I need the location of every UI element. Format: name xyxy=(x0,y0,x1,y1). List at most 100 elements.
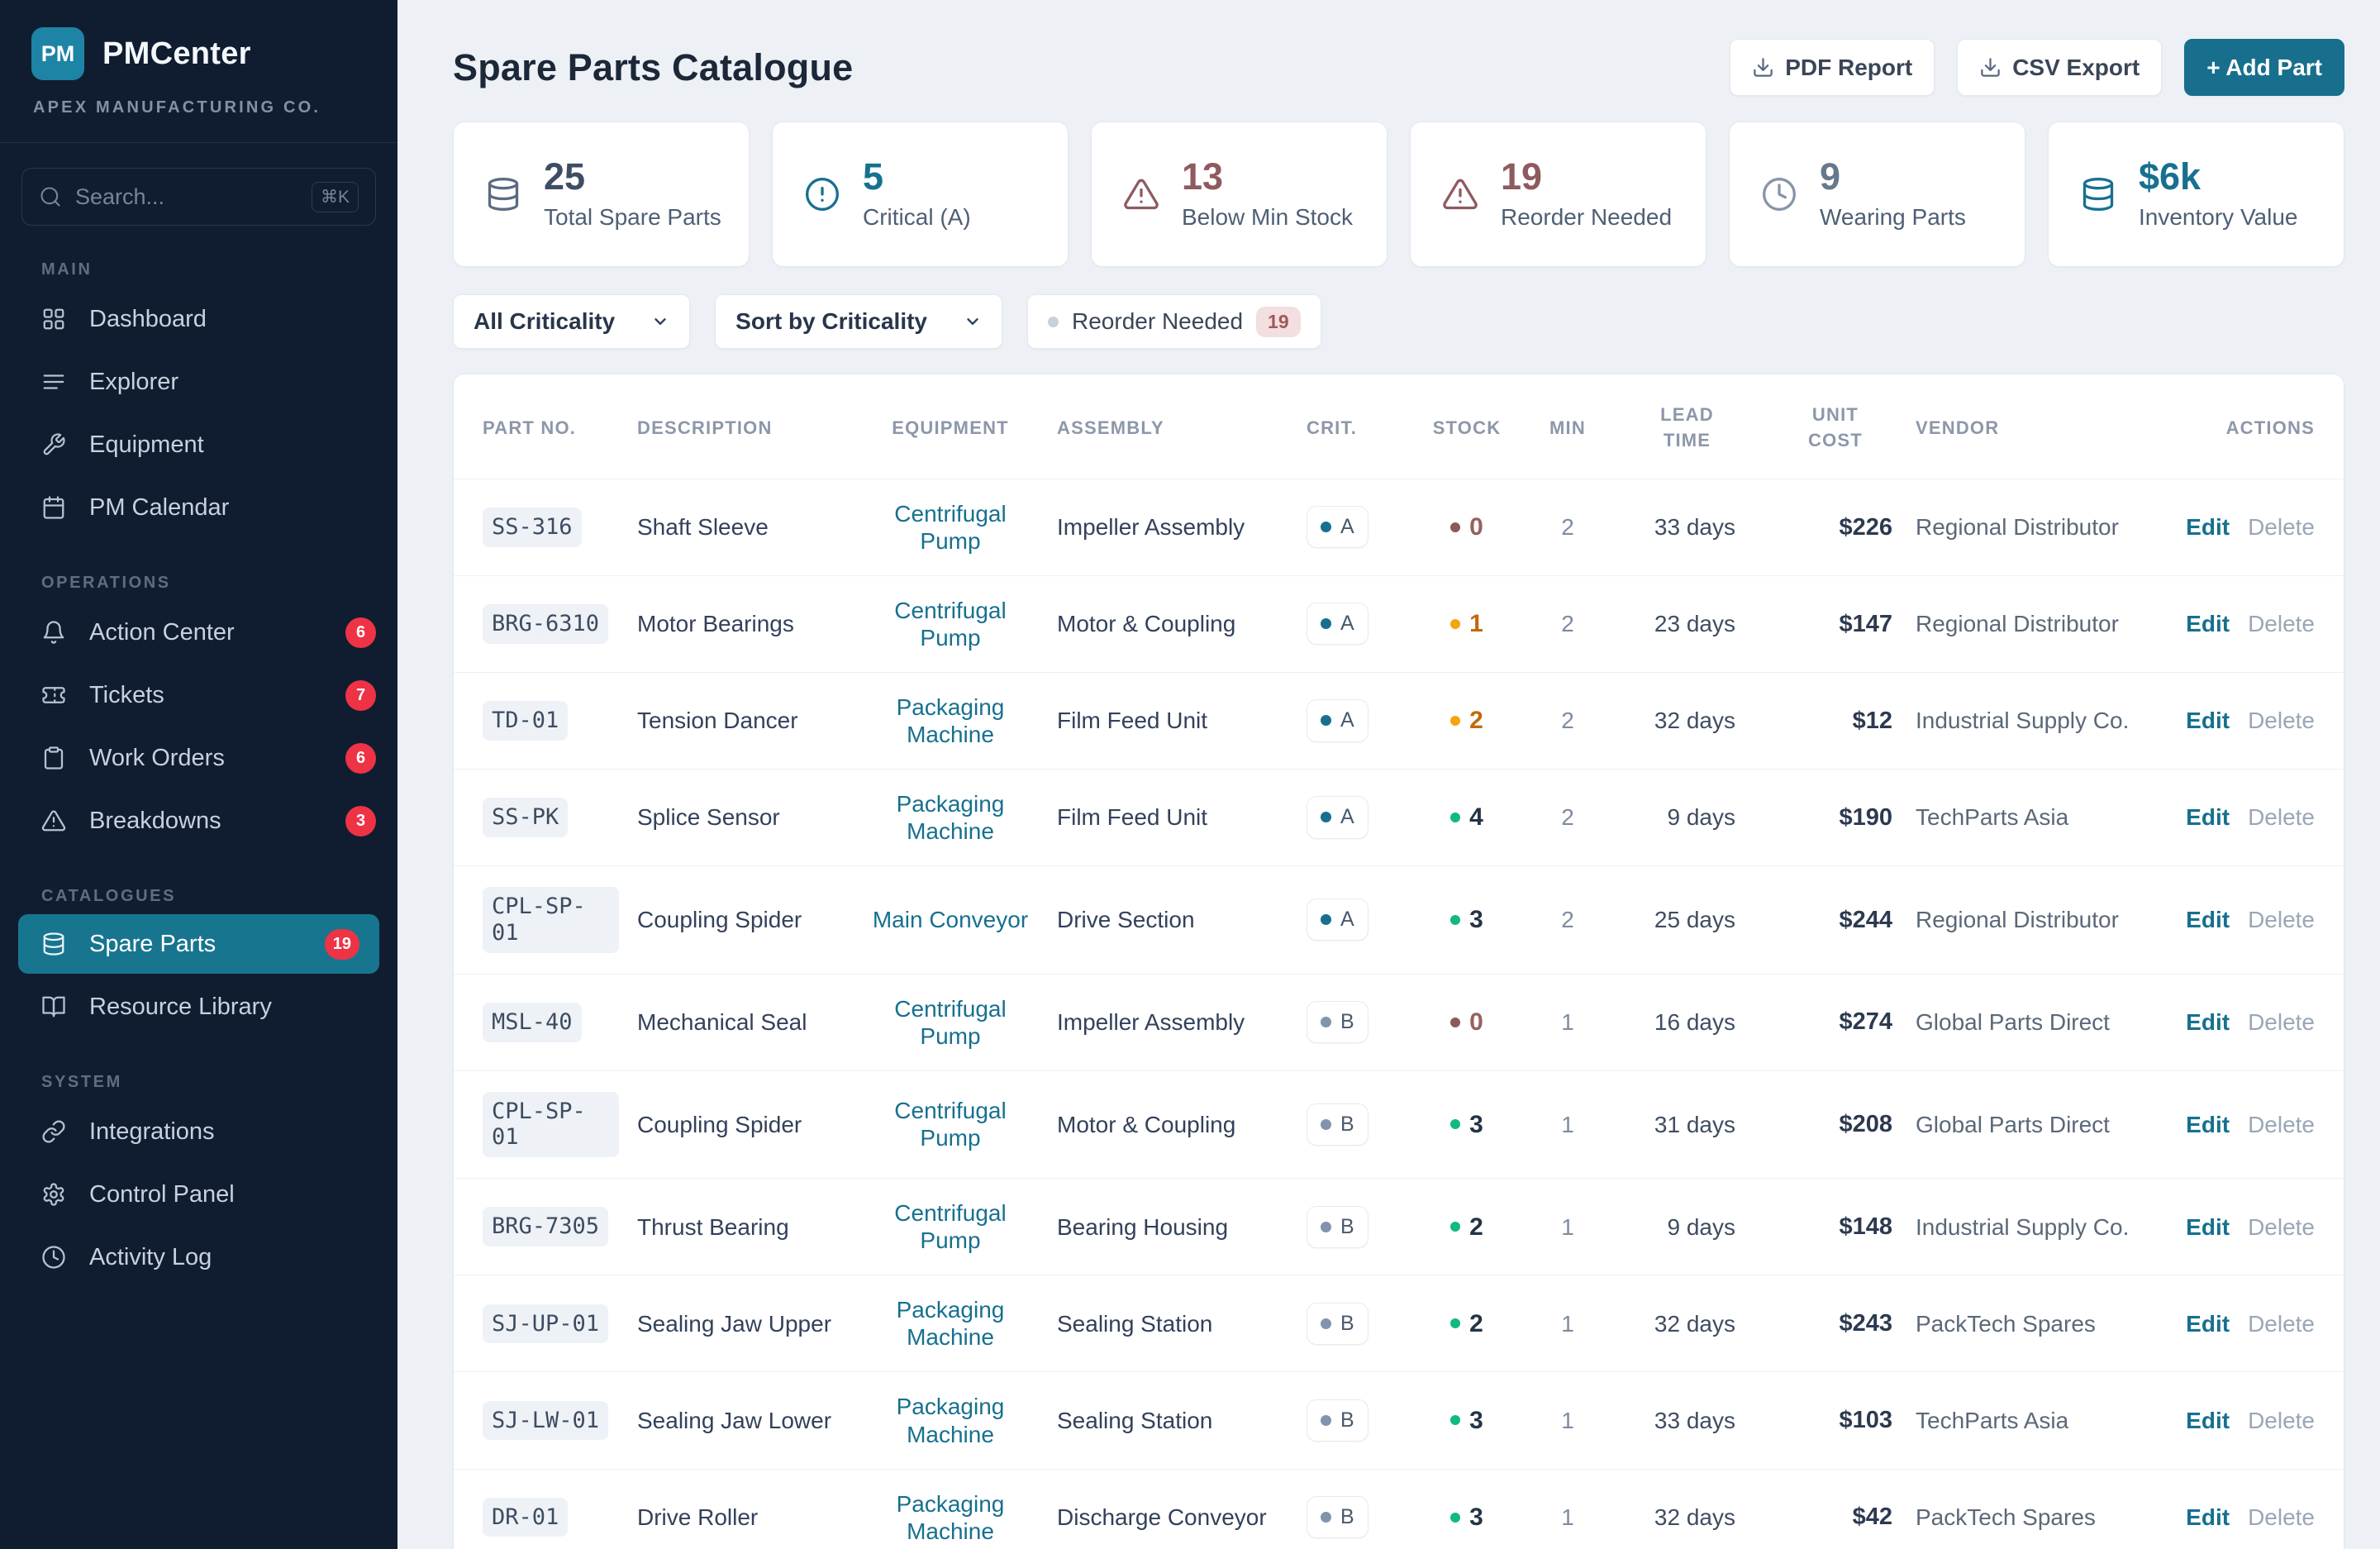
sidebar-item-label: Spare Parts xyxy=(89,930,217,957)
table-row: SJ-LW-01 Sealing Jaw Lower Packaging Machi… xyxy=(454,1371,2344,1468)
stat-label: Wearing Parts xyxy=(1820,204,1966,230)
cell-criticality: B xyxy=(1307,1302,1399,1346)
sidebar-item-activity-log[interactable]: Activity Log xyxy=(0,1226,397,1289)
stock-value: 2 xyxy=(1469,1309,1483,1337)
sidebar-item-label: Explorer xyxy=(89,368,178,395)
equipment-link[interactable]: Centrifugal Pump xyxy=(894,1200,1007,1254)
cell-unit-cost: $148 xyxy=(1839,1213,1892,1241)
sidebar-item-action-center[interactable]: Action Center 6 xyxy=(0,601,397,664)
part-number-pill: MSL-40 xyxy=(483,1002,582,1042)
part-number-pill: DR-01 xyxy=(483,1497,569,1537)
edit-link[interactable]: Edit xyxy=(2186,611,2230,637)
criticality-letter: A xyxy=(1340,907,1354,931)
stat-value: 19 xyxy=(1501,155,1543,198)
criticality-badge: B xyxy=(1307,1495,1368,1539)
criticality-letter: A xyxy=(1340,708,1354,732)
cell-stock: 3 xyxy=(1417,1503,1516,1532)
delete-link[interactable]: Delete xyxy=(2248,514,2315,541)
delete-link[interactable]: Delete xyxy=(2248,1504,2315,1531)
edit-link[interactable]: Edit xyxy=(2186,1407,2230,1433)
equipment-link[interactable]: Packaging Machine xyxy=(896,1490,1005,1544)
delete-link[interactable]: Delete xyxy=(2248,708,2315,734)
edit-link[interactable]: Edit xyxy=(2186,1504,2230,1531)
equipment-link[interactable]: Main Conveyor xyxy=(872,907,1029,933)
equipment-link[interactable]: Centrifugal Pump xyxy=(894,500,1007,554)
stat-label: Below Min Stock xyxy=(1182,204,1353,230)
cell-description: Coupling Spider xyxy=(637,907,802,933)
stock-value: 2 xyxy=(1469,707,1483,735)
sidebar-item-integrations[interactable]: Integrations xyxy=(0,1100,397,1163)
delete-link[interactable]: Delete xyxy=(2248,1009,2315,1036)
equipment-link[interactable]: Packaging Machine xyxy=(896,1394,1005,1447)
cell-description: Drive Roller xyxy=(637,1504,759,1531)
sidebar-item-spare-parts[interactable]: Spare Parts 19 xyxy=(18,914,379,974)
clock-icon xyxy=(1761,176,1797,212)
edit-link[interactable]: Edit xyxy=(2186,1310,2230,1337)
cell-unit-cost: $274 xyxy=(1839,1008,1892,1036)
sidebar-item-control-panel[interactable]: Control Panel xyxy=(0,1163,397,1226)
delete-link[interactable]: Delete xyxy=(2248,1407,2315,1433)
stock-value: 3 xyxy=(1469,1503,1483,1531)
sidebar-item-dashboard[interactable]: Dashboard xyxy=(0,288,397,350)
add-part-button[interactable]: + Add Part xyxy=(2184,39,2344,96)
criticality-letter: B xyxy=(1340,1408,1354,1432)
stat-card-inventory-value: $6k Inventory Value xyxy=(2048,122,2344,267)
edit-link[interactable]: Edit xyxy=(2186,907,2230,933)
equipment-link[interactable]: Packaging Machine xyxy=(896,1297,1005,1351)
delete-link[interactable]: Delete xyxy=(2248,611,2315,637)
edit-link[interactable]: Edit xyxy=(2186,514,2230,541)
cell-assembly: Film Feed Unit xyxy=(1057,708,1208,734)
stock-value: 3 xyxy=(1469,1406,1483,1434)
search-box[interactable]: ⌘K xyxy=(21,168,376,226)
edit-link[interactable]: Edit xyxy=(2186,708,2230,734)
activity-log-icon xyxy=(41,1245,66,1270)
sidebar-item-breakdowns[interactable]: Breakdowns 3 xyxy=(0,789,397,852)
pdf-report-button[interactable]: PDF Report xyxy=(1730,39,1935,96)
table-row: SS-316 Shaft Sleeve Centrifugal Pump Impell… xyxy=(454,478,2344,575)
criticality-letter: A xyxy=(1340,805,1354,829)
nav-section-label-main: MAIN xyxy=(41,260,93,279)
equipment-link[interactable]: Packaging Machine xyxy=(896,790,1005,844)
equipment-link[interactable]: Centrifugal Pump xyxy=(894,597,1007,651)
edit-link[interactable]: Edit xyxy=(2186,1009,2230,1036)
sort-select[interactable]: Sort by Criticality xyxy=(715,294,1003,349)
cell-lead-time: 33 days xyxy=(1654,1407,1735,1433)
sidebar-item-explorer[interactable]: Explorer xyxy=(0,350,397,413)
delete-link[interactable]: Delete xyxy=(2248,804,2315,831)
company-name: APEX MANUFACTURING CO. xyxy=(33,98,321,117)
edit-link[interactable]: Edit xyxy=(2186,1213,2230,1240)
cell-stock: 0 xyxy=(1417,1008,1516,1037)
edit-link[interactable]: Edit xyxy=(2186,804,2230,831)
csv-export-button[interactable]: CSV Export xyxy=(1957,39,2163,96)
cell-stock: 0 xyxy=(1417,512,1516,541)
download-icon xyxy=(1752,56,1774,79)
button-label: CSV Export xyxy=(2012,54,2140,80)
stock-value: 3 xyxy=(1469,906,1483,933)
sidebar-nav: MAIN Dashboard Explorer Equipment PM Calenda… xyxy=(0,260,397,1289)
delete-link[interactable]: Delete xyxy=(2248,1310,2315,1337)
cell-part-no: TD-01 xyxy=(483,700,619,741)
sidebar-item-pm-calendar[interactable]: PM Calendar xyxy=(0,476,397,539)
sidebar-item-tickets[interactable]: Tickets 7 xyxy=(0,664,397,727)
edit-link[interactable]: Edit xyxy=(2186,1111,2230,1137)
equipment-link[interactable]: Centrifugal Pump xyxy=(894,995,1007,1049)
table-row: SS-PK Splice Sensor Packaging Machine Film … xyxy=(454,768,2344,865)
delete-link[interactable]: Delete xyxy=(2248,1213,2315,1240)
cell-criticality: B xyxy=(1307,1495,1399,1539)
sidebar-item-equipment[interactable]: Equipment xyxy=(0,413,397,476)
sidebar-item-work-orders[interactable]: Work Orders 6 xyxy=(0,727,397,789)
sidebar-item-resource-library[interactable]: Resource Library xyxy=(0,975,397,1038)
criticality-badge: B xyxy=(1307,1205,1368,1249)
column-header-lead: LEAD TIME xyxy=(1660,404,1714,450)
reorder-needed-toggle[interactable]: Reorder Needed 19 xyxy=(1027,294,1321,349)
search-input[interactable] xyxy=(75,183,298,210)
criticality-select[interactable]: All Criticality xyxy=(453,294,691,349)
part-number-pill: BRG-7305 xyxy=(483,1207,609,1247)
equipment-link[interactable]: Centrifugal Pump xyxy=(894,1098,1007,1151)
stock-status-dot-icon xyxy=(1450,1017,1461,1027)
cell-min: 1 xyxy=(1561,1504,1574,1531)
delete-link[interactable]: Delete xyxy=(2248,1111,2315,1137)
equipment-link[interactable]: Packaging Machine xyxy=(896,693,1005,747)
delete-link[interactable]: Delete xyxy=(2248,907,2315,933)
